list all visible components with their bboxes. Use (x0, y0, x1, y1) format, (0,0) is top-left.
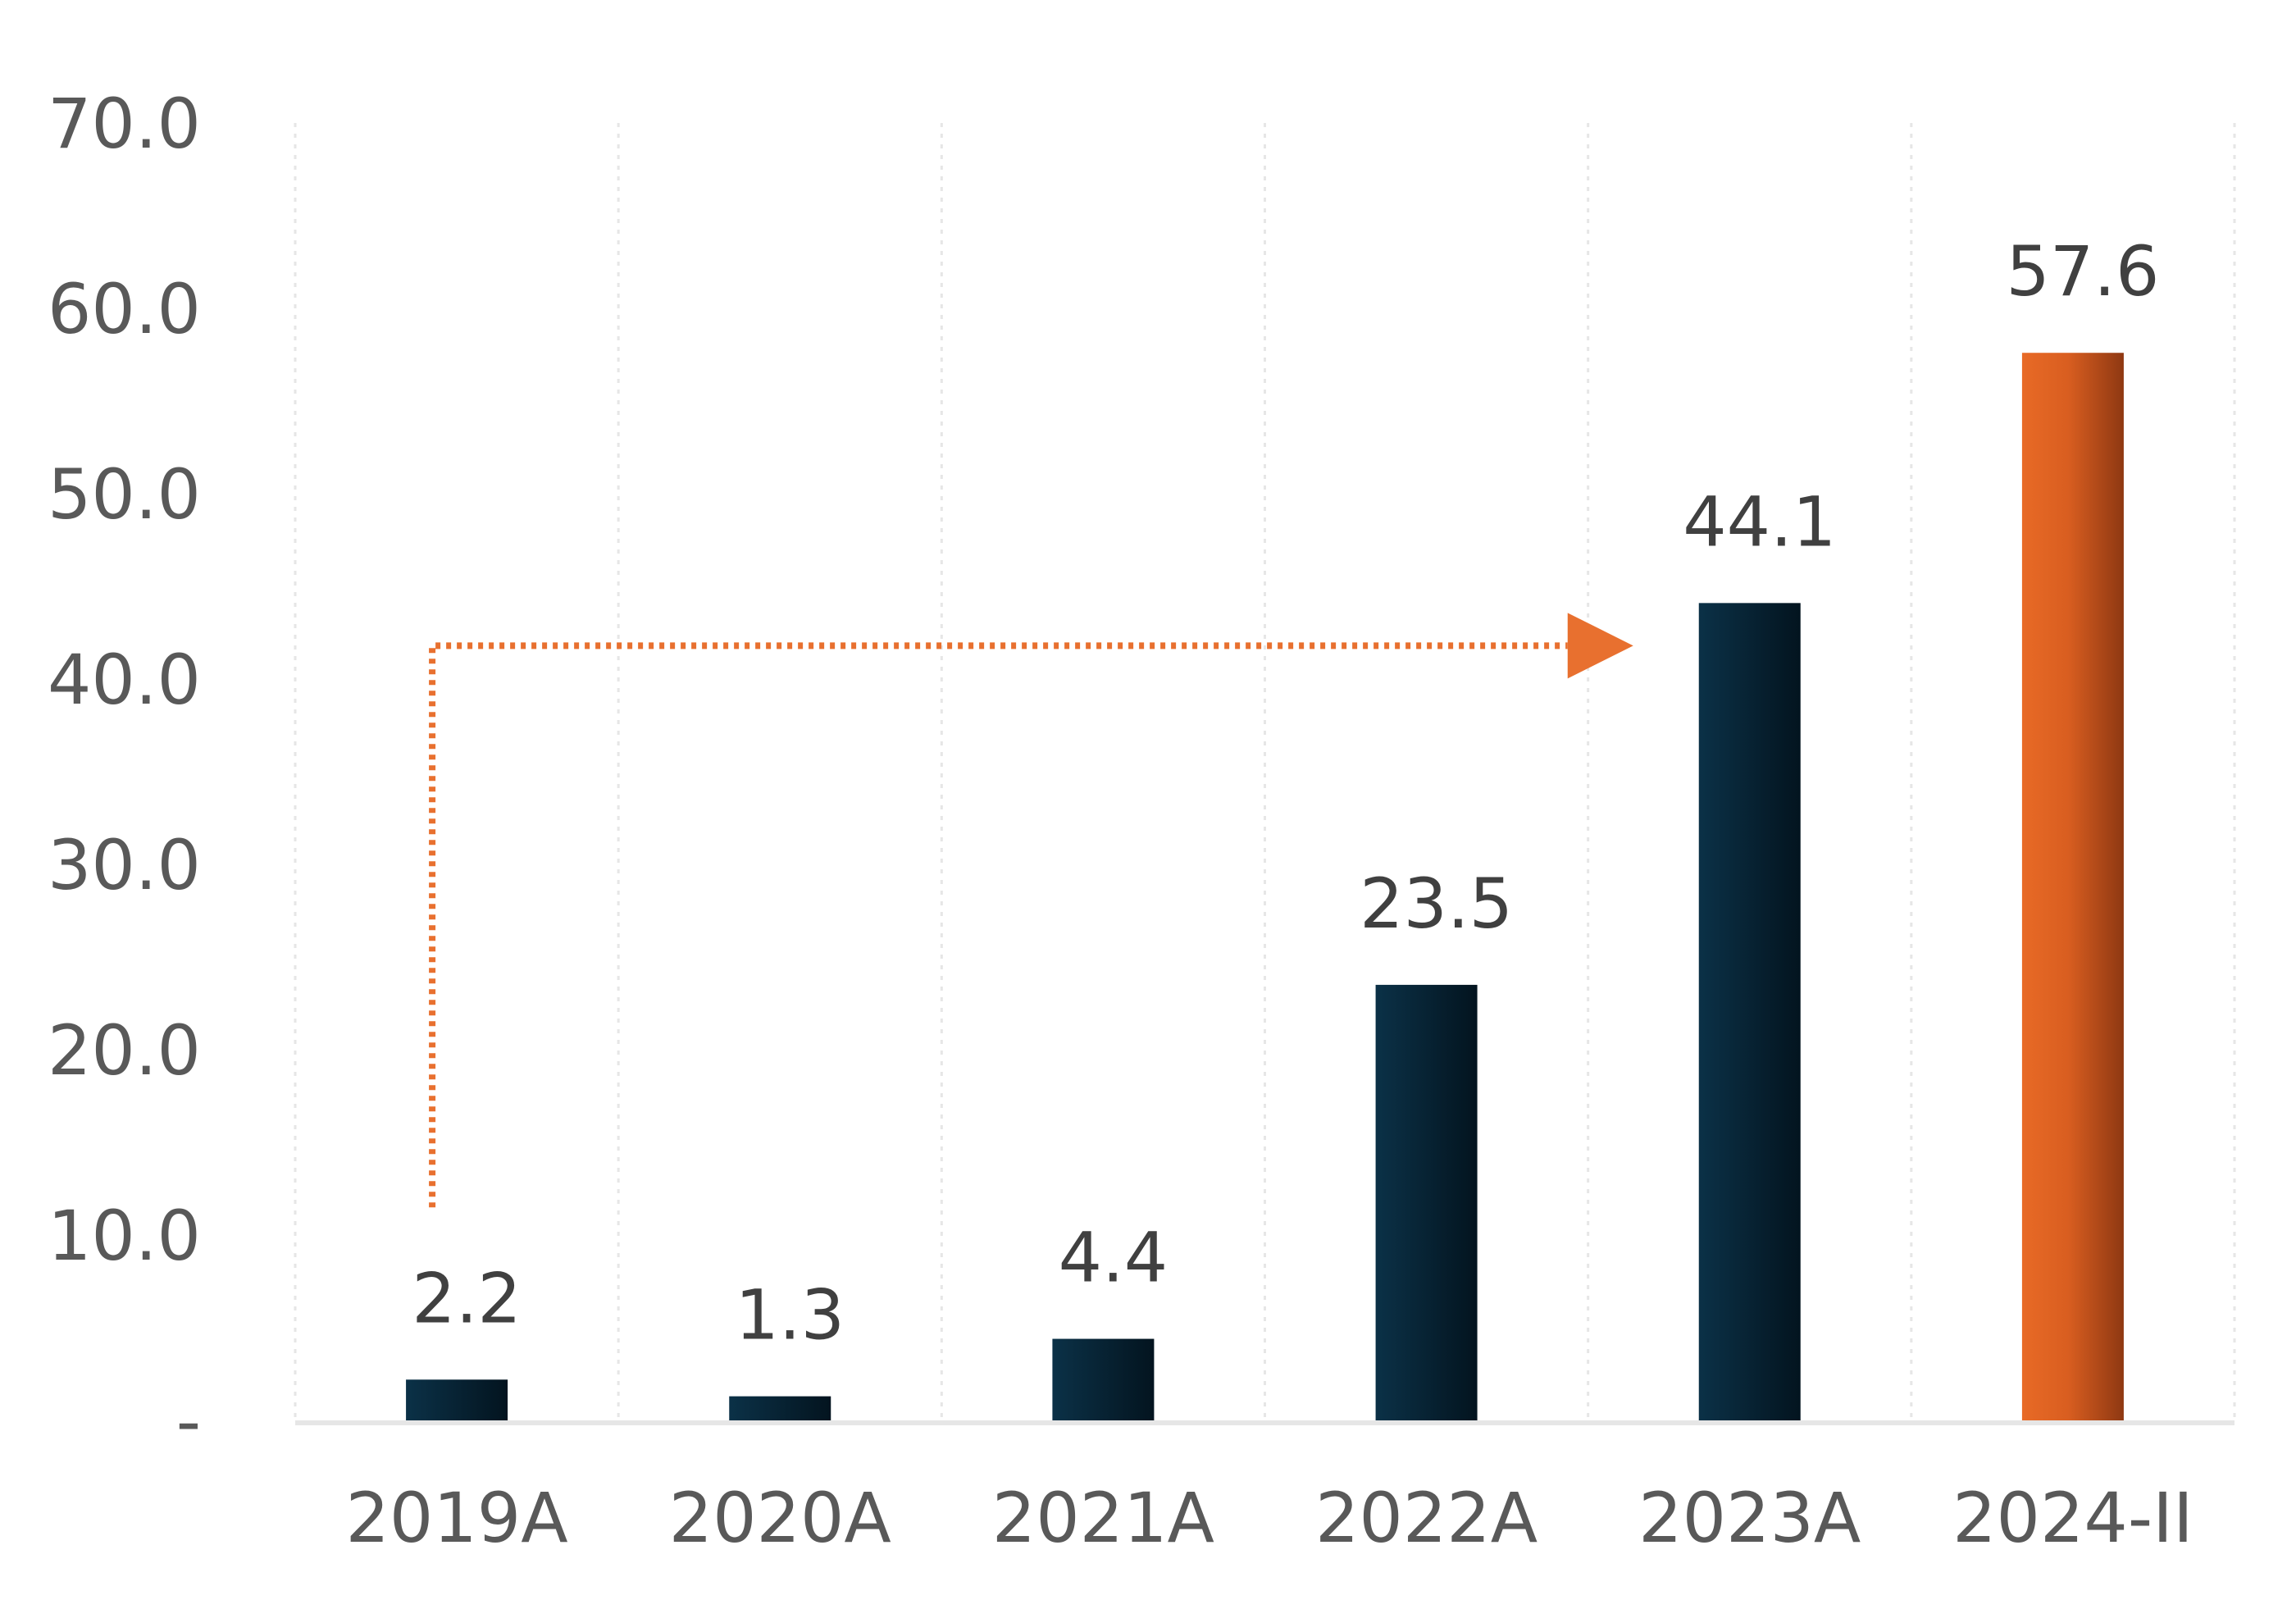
x-tick-label: 2024-II (1952, 1478, 2194, 1558)
data-label: 4.4 (1059, 1218, 1168, 1298)
data-label: 44.1 (1683, 481, 1836, 562)
y-tick-label: 60.0 (48, 269, 201, 349)
bar-2019A (406, 1379, 508, 1420)
x-axis: 2019A 2020A 2021A 2022A 2023A 2024-II (295, 1420, 2234, 1558)
y-tick-label: 10.0 (48, 1196, 201, 1276)
y-axis: - 10.0 20.0 30.0 40.0 50.0 60.0 70.0 (48, 84, 201, 1461)
x-tick-label: 2023A (1638, 1478, 1861, 1558)
y-tick-label: 40.0 (48, 640, 201, 720)
growth-arrow-annotation (429, 613, 1633, 1208)
y-tick-label: 50.0 (48, 454, 201, 535)
data-label: 2.2 (412, 1258, 522, 1338)
x-tick-label: 2021A (992, 1478, 1214, 1558)
bar-2024-II (2021, 353, 2124, 1420)
data-label: 1.3 (735, 1275, 845, 1356)
x-tick-label: 2019A (345, 1478, 567, 1558)
data-label: 57.6 (2006, 231, 2159, 312)
x-tick-label: 2022A (1315, 1478, 1538, 1558)
x-tick-label: 2020A (669, 1478, 891, 1558)
y-tick-label: 30.0 (48, 825, 201, 905)
data-label: 23.5 (1360, 864, 1513, 944)
data-labels: 2.2 1.3 4.4 23.5 44.1 57.6 (412, 231, 2159, 1355)
y-tick-label: - (176, 1381, 201, 1461)
bars (406, 353, 2124, 1420)
y-tick-label: 20.0 (48, 1010, 201, 1091)
bar-2021A (1052, 1338, 1155, 1420)
arrow-head-icon (1567, 613, 1633, 679)
bar-2023A (1698, 603, 1801, 1420)
bar-2022A (1375, 984, 1478, 1420)
grid-lines (294, 123, 2236, 1420)
bar-2020A (729, 1396, 831, 1420)
y-tick-label: 70.0 (48, 84, 201, 164)
